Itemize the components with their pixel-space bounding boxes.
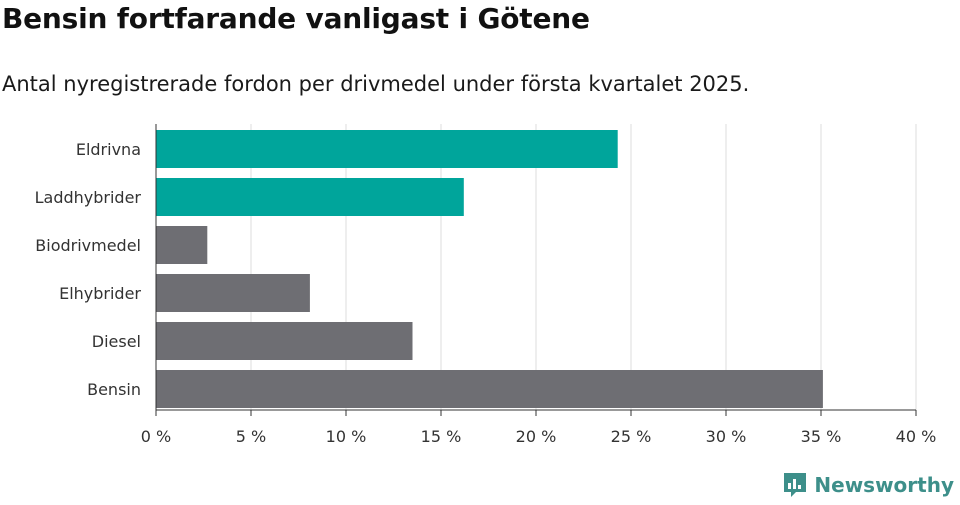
category-label: Bensin xyxy=(87,380,141,399)
category-label: Diesel xyxy=(92,332,141,351)
x-tick-label: 25 % xyxy=(611,427,652,446)
bar xyxy=(156,322,413,360)
bar xyxy=(156,130,618,168)
brand-logo: Newsworthy xyxy=(782,471,954,499)
bar xyxy=(156,274,310,312)
x-tick-label: 20 % xyxy=(516,427,557,446)
newsworthy-logo-icon xyxy=(784,473,807,497)
x-tick-label: 10 % xyxy=(326,427,367,446)
x-tick-label: 35 % xyxy=(801,427,842,446)
category-label: Elhybrider xyxy=(59,284,141,303)
x-tick-label: 30 % xyxy=(706,427,747,446)
chart-title: Bensin fortfarande vanligast i Götene xyxy=(2,2,590,35)
x-tick-label: 5 % xyxy=(236,427,266,446)
x-tick-label: 15 % xyxy=(421,427,462,446)
category-label: Laddhybrider xyxy=(35,188,142,207)
brand-name: Newsworthy xyxy=(814,473,954,497)
chart-subtitle: Antal nyregistrerade fordon per drivmede… xyxy=(2,72,750,96)
bar xyxy=(156,226,208,264)
x-tick-label: 40 % xyxy=(896,427,937,446)
x-tick-label: 0 % xyxy=(141,427,171,446)
bar xyxy=(156,370,823,408)
bar xyxy=(156,178,464,216)
category-label: Eldrivna xyxy=(76,140,141,159)
category-label: Biodrivmedel xyxy=(35,236,141,255)
